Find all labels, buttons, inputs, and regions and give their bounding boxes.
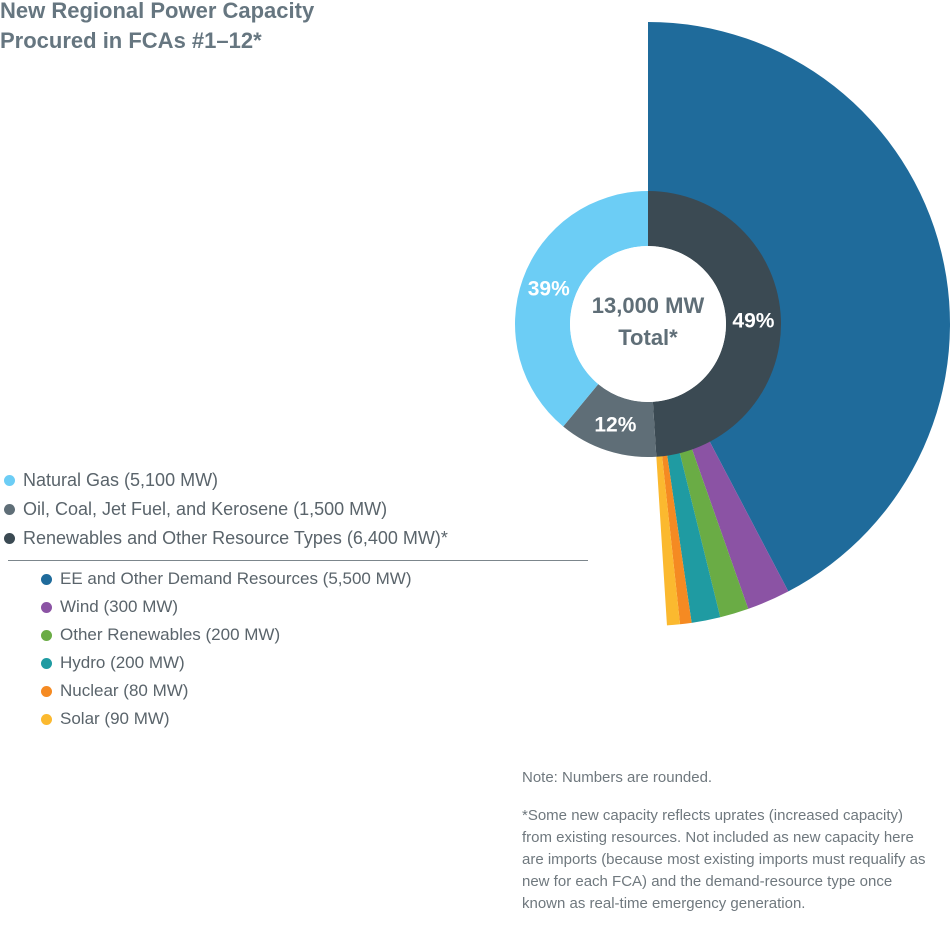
legend-label: Oil, Coal, Jet Fuel, and Kerosene (1,500… [23,499,388,519]
legend-swatch [4,475,15,486]
legend-item-ee-demand: EE and Other Demand Resources (5,500 MW) [41,565,411,593]
slice-labels: 49% 12% 39% [528,277,775,436]
legend-label: Solar (90 MW) [60,709,170,728]
legend-sub: EE and Other Demand Resources (5,500 MW)… [41,565,411,733]
legend-label: Wind (300 MW) [60,597,179,616]
center-total-value: 13,000 MW [592,293,705,318]
note-capacity-disclaimer: *Some new capacity reflects uprates (inc… [522,807,926,912]
outer-slice-other-renewables [679,447,749,618]
legend-main: Natural Gas (5,100 MW) Oil, Coal, Jet Fu… [4,466,448,553]
inner-ring [515,191,782,457]
legend-item-wind: Wind (300 MW) [41,593,411,621]
legend-item-solar: Solar (90 MW) [41,705,411,733]
legend-swatch [41,629,52,641]
legend-swatch [41,601,52,613]
legend-swatch [4,533,15,544]
inner-slice-oil-coal-jet-fuel-and-kerosene [563,384,657,457]
legend-swatch [4,504,15,515]
legend-label: Nuclear (80 MW) [60,681,189,700]
legend-item-hydro: Hydro (200 MW) [41,649,411,677]
footnotes: Note: Numbers are rounded. *Some new cap… [522,767,932,915]
chart-title: New Regional Power Capacity Procured in … [0,0,420,56]
donut-hole [570,246,726,402]
legend-divider [8,560,588,561]
outer-slice-solar [656,454,681,626]
legend-swatch [41,685,52,697]
capacity-donut-chart: 13,000 MW Total* 49% 12% 39% [515,22,950,626]
legend-swatch [41,713,52,725]
legend-label: EE and Other Demand Resources (5,500 MW) [60,569,412,588]
legend-swatch [41,573,52,585]
legend-item-natural-gas: Natural Gas (5,100 MW) [4,466,448,495]
chart-title-line2: Procured in FCAs #1–12* [0,28,262,53]
legend-label: Natural Gas (5,100 MW) [23,470,219,490]
legend-label: Renewables and Other Resource Types (6,4… [23,528,448,548]
legend-item-renewables-other: Renewables and Other Resource Types (6,4… [4,524,448,553]
outer-slice-nuclear [661,453,692,625]
note-rounded: Note: Numbers are rounded. [522,769,713,786]
legend-item-other-renewables: Other Renewables (200 MW) [41,621,411,649]
inner-slice-natural-gas [515,191,648,427]
outer-ring [648,22,950,626]
slice-label-oil-coal-jet-fuel-and-kerosene: 12% [594,413,636,436]
legend-item-oil-coal: Oil, Coal, Jet Fuel, and Kerosene (1,500… [4,495,448,524]
legend-item-nuclear: Nuclear (80 MW) [41,677,411,705]
legend-swatch [41,657,52,669]
chart-title-line1: New Regional Power Capacity [0,0,315,23]
outer-slice-wind [691,439,789,609]
legend-label: Other Renewables (200 MW) [60,625,281,644]
outer-slice-ee-and-other-demand-resources [648,22,950,592]
inner-slice-renewables-and-other-resource-types [648,191,782,457]
center-total-label: Total* [618,325,678,350]
legend-label: Hydro (200 MW) [60,653,185,672]
outer-slice-hydro [666,451,721,623]
slice-label-natural-gas: 39% [528,277,570,300]
slice-label-renewables-and-other-resource-types: 49% [732,310,774,333]
